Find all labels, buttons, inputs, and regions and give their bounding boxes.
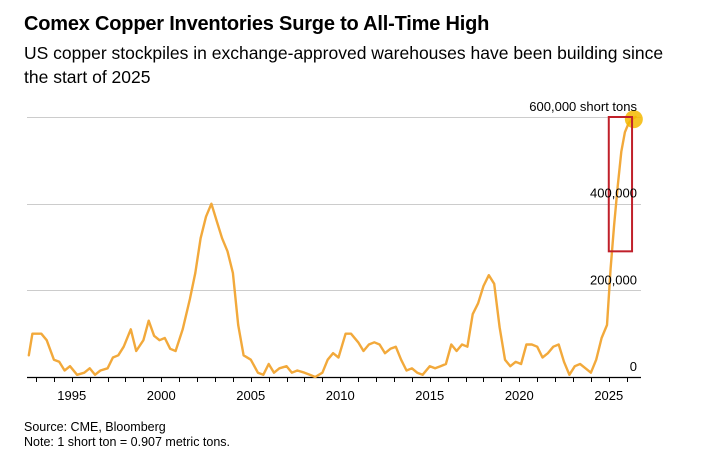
footer: Source: CME, Bloomberg Note: 1 short ton… (24, 420, 230, 450)
x-tick-label: 1995 (57, 388, 86, 403)
x-axis: 1995 2000 2005 2010 2015 2020 2025 (27, 376, 641, 403)
x-tick-label: 2010 (326, 388, 355, 403)
x-tick-label: 2015 (415, 388, 444, 403)
line-chart: 1995 2000 2005 2010 2015 2020 2025 0 200,000 400… (27, 99, 643, 403)
copper-inventory-line (27, 115, 637, 379)
series-layer (27, 115, 637, 379)
highlight-box (607, 116, 634, 253)
y-tick-label: 600,000 short tons (529, 99, 637, 114)
units-note: Note: 1 short ton = 0.907 metric tons. (24, 435, 231, 449)
x-tick-label: 2000 (147, 388, 176, 403)
y-tick-label: 0 (630, 359, 637, 374)
y-axis-labels: 0 200,000 400,000 600,000 short tons (529, 99, 637, 374)
x-tick-label: 2020 (505, 388, 534, 403)
gridlines (27, 117, 641, 291)
highlight-dot (624, 110, 643, 129)
chart-subtitle: US copper stockpiles in exchange-approve… (24, 43, 664, 87)
source-note: Source: CME, Bloomberg (24, 420, 166, 434)
y-tick-label: 200,000 (590, 272, 637, 287)
x-tick-label: 2005 (236, 388, 265, 403)
y-tick-label: 400,000 (590, 186, 637, 201)
x-tick-label: 2025 (594, 388, 623, 403)
annotations (607, 110, 643, 253)
chart-title: Comex Copper Inventories Surge to All-Ti… (24, 13, 490, 35)
